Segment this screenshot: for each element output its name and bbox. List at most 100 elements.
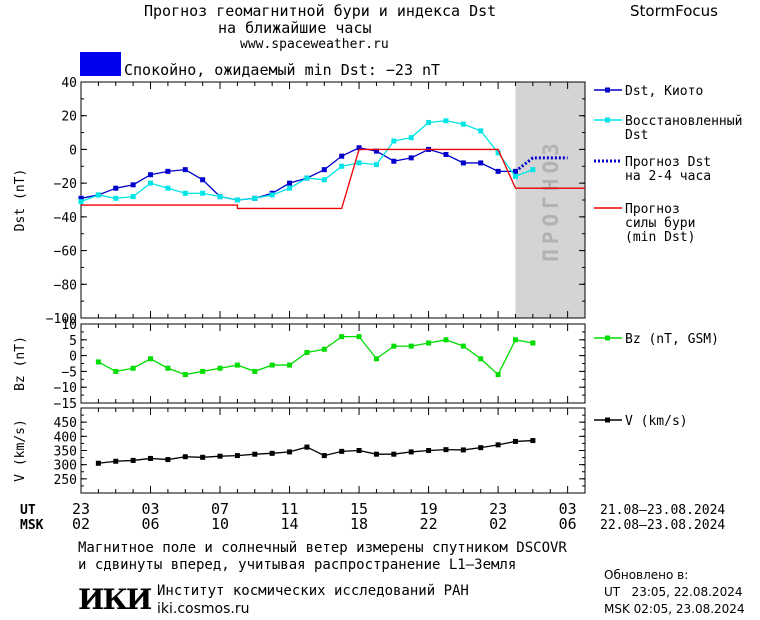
data-point [95, 192, 101, 198]
data-point [530, 438, 536, 444]
forecast-region [515, 82, 585, 318]
institute-link[interactable]: iki.cosmos.ru [157, 601, 250, 617]
data-point [78, 199, 84, 205]
legend-label: (min Dst) [625, 230, 695, 245]
data-point [217, 194, 223, 200]
y-tick-label: 5 [69, 334, 77, 349]
ut-tick-label: 23 [489, 500, 507, 518]
data-point [182, 167, 188, 173]
legend-marker [605, 417, 610, 423]
series-line-0-0 [80, 147, 516, 201]
legend-label: Dst [625, 128, 648, 143]
data-point [339, 163, 345, 169]
y-tick-label: 0 [69, 143, 77, 158]
data-point [200, 177, 206, 183]
data-point [78, 195, 84, 201]
y-axis-label: Bz (nT) [13, 336, 28, 391]
data-point [478, 160, 484, 166]
data-point [478, 445, 484, 451]
data-point [148, 172, 154, 178]
data-point [356, 145, 362, 151]
data-point [95, 359, 101, 365]
data-point [234, 453, 240, 459]
msk-tick-label: 10 [211, 515, 229, 533]
data-point [148, 356, 154, 362]
data-point [356, 160, 362, 166]
ut-tick-label: 23 [72, 500, 90, 518]
data-point [113, 458, 119, 464]
legend-label: Восстановленный [625, 114, 742, 129]
series-line-0-3 [81, 148, 585, 210]
msk-tick-label: 02 [72, 515, 90, 533]
updated-msk: MSK 02:05, 23.08.2024 [604, 602, 745, 616]
data-point [408, 343, 414, 349]
data-point [113, 195, 119, 201]
legend-marker [605, 335, 610, 341]
data-point [339, 153, 345, 159]
plot-frame [80, 323, 586, 404]
data-point [234, 197, 240, 203]
brand-name: StormFocus [630, 2, 718, 20]
data-point [408, 449, 414, 455]
data-point [495, 442, 501, 448]
ut-label: UT [20, 503, 36, 518]
data-point [512, 337, 518, 343]
website-link[interactable]: www.spaceweather.ru [240, 37, 389, 52]
y-tick-label: −20 [54, 177, 77, 192]
data-point [130, 457, 136, 463]
data-point [200, 454, 206, 460]
plot-frame [80, 81, 586, 319]
data-point [252, 195, 258, 201]
updated-label: Обновлено в: [604, 568, 689, 582]
y-tick-label: 300 [54, 459, 77, 474]
data-point [373, 148, 379, 154]
data-point [321, 177, 327, 183]
plot-frame [80, 407, 586, 494]
data-point [95, 460, 101, 466]
data-point [217, 365, 223, 371]
series-line-0-2 [514, 156, 568, 173]
data-point [321, 167, 327, 173]
data-point [391, 158, 397, 164]
msk-tick-label: 22 [420, 515, 438, 533]
legend-label: Прогноз [625, 202, 680, 217]
data-point [252, 368, 258, 374]
data-point [339, 448, 345, 454]
y-tick-label: 350 [54, 445, 77, 460]
data-point [443, 337, 449, 343]
data-point [460, 343, 466, 349]
msk-tick-label: 18 [350, 515, 368, 533]
status-text: Спокойно, ожидаемый min Dst: −23 nT [124, 61, 441, 79]
data-point [373, 356, 379, 362]
data-point [252, 451, 258, 457]
data-point [321, 453, 327, 459]
data-point [182, 190, 188, 196]
data-point [304, 175, 310, 181]
data-point [217, 453, 223, 459]
ut-tick-label: 15 [350, 500, 368, 518]
data-point [391, 138, 397, 144]
title-line-1: Прогноз геомагнитной бури и индекса Dst [144, 2, 497, 20]
y-tick-label: 0 [69, 350, 77, 365]
data-point [113, 185, 119, 191]
msk-range: 22.08–23.08.2024 [600, 518, 725, 533]
msk-label: MSK [20, 518, 44, 533]
data-point [408, 135, 414, 141]
y-tick-label: −5 [61, 365, 77, 380]
legend-label: Прогноз Dst [625, 155, 711, 170]
data-point [165, 365, 171, 371]
data-point [460, 447, 466, 453]
data-point [148, 455, 154, 461]
data-point [130, 182, 136, 188]
data-point [339, 334, 345, 340]
ut-tick-label: 03 [141, 500, 159, 518]
data-point [443, 118, 449, 124]
ut-tick-label: 11 [281, 500, 299, 518]
legend-label: V (km/s) [625, 414, 688, 429]
ut-tick-label: 07 [211, 500, 229, 518]
y-tick-label: 10 [61, 318, 77, 333]
data-point [182, 372, 188, 378]
ut-range: 21.08–23.08.2024 [600, 503, 725, 518]
data-point [304, 349, 310, 355]
data-point [426, 340, 432, 346]
